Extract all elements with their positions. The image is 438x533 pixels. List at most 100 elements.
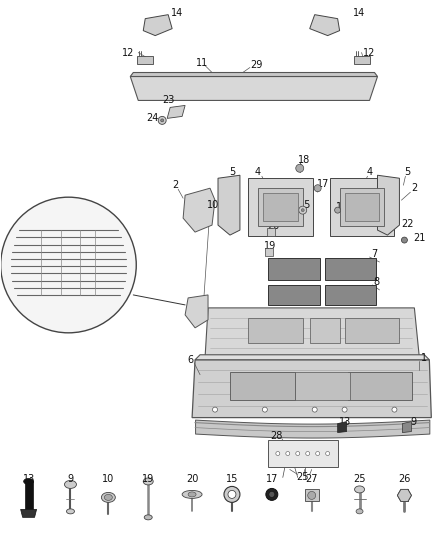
Polygon shape [25,481,32,510]
Polygon shape [195,355,429,360]
Text: 23: 23 [162,95,174,106]
Text: 10: 10 [102,474,114,484]
Text: 29: 29 [251,60,263,69]
Polygon shape [338,422,346,433]
Ellipse shape [355,486,364,493]
Text: 20: 20 [268,221,280,231]
Text: 21: 21 [413,233,426,243]
Bar [339,188,385,226]
Bar [310,318,339,343]
Circle shape [276,451,280,456]
Text: 17: 17 [265,474,278,484]
Text: 8: 8 [374,277,380,287]
Text: 17: 17 [317,179,329,189]
Text: 24: 24 [146,114,159,123]
Ellipse shape [182,490,202,498]
Circle shape [401,237,407,243]
Text: 19: 19 [142,474,154,484]
Circle shape [326,451,330,456]
Text: 25: 25 [297,472,309,482]
Circle shape [158,116,166,124]
Ellipse shape [356,509,363,514]
Text: 12: 12 [122,47,134,58]
Ellipse shape [101,492,115,503]
Circle shape [314,185,321,192]
Text: 20: 20 [186,474,198,484]
Text: 4: 4 [255,167,261,177]
Circle shape [269,491,275,497]
Polygon shape [310,15,339,36]
Ellipse shape [104,495,112,500]
Ellipse shape [308,491,316,499]
Ellipse shape [67,509,74,514]
Text: 19: 19 [264,241,276,251]
Circle shape [316,451,320,456]
Bar [268,285,320,305]
Bar [345,193,379,221]
Ellipse shape [64,480,77,488]
Text: 7: 7 [371,249,378,259]
Bar [248,178,313,236]
Bar [305,489,319,502]
Polygon shape [167,106,185,118]
Circle shape [1,197,136,333]
Text: 9: 9 [410,417,417,426]
Bar [330,178,395,236]
Ellipse shape [188,492,196,497]
Bar [295,372,350,400]
Bar [267,228,275,236]
Circle shape [224,487,240,503]
Circle shape [312,407,317,412]
Polygon shape [378,175,399,235]
Circle shape [392,407,397,412]
Text: 14: 14 [353,7,366,18]
Text: 11: 11 [196,58,208,68]
Circle shape [335,207,341,213]
Text: 18: 18 [297,155,310,165]
Bar [348,372,413,400]
Text: 26: 26 [398,474,410,484]
Polygon shape [205,308,419,358]
Polygon shape [130,77,378,100]
Text: 28: 28 [271,431,283,441]
Polygon shape [397,489,411,502]
Ellipse shape [143,478,153,485]
Text: 4: 4 [367,167,373,177]
Circle shape [393,219,399,225]
Text: 25: 25 [353,474,366,484]
Polygon shape [185,295,208,328]
Text: 15: 15 [299,200,311,210]
Text: 13: 13 [339,417,351,426]
Circle shape [228,490,236,498]
Ellipse shape [144,515,152,520]
Polygon shape [403,422,411,433]
Text: 15: 15 [226,474,238,484]
Circle shape [296,164,304,172]
Text: 5: 5 [404,167,410,177]
Ellipse shape [24,479,34,484]
Text: 16: 16 [336,202,348,212]
Polygon shape [364,188,396,232]
Text: 22: 22 [401,219,413,229]
Circle shape [161,119,164,122]
Text: 12: 12 [364,47,376,58]
Bar [230,372,295,400]
Text: 6: 6 [187,355,193,365]
Text: 13: 13 [22,474,35,484]
Ellipse shape [266,488,278,500]
Text: 5: 5 [229,167,235,177]
Text: 2: 2 [172,180,178,190]
Bar [345,318,399,343]
Polygon shape [218,175,240,235]
Bar [268,440,338,467]
Text: 1: 1 [421,353,427,363]
Text: 14: 14 [171,7,183,18]
Bar [265,248,273,256]
Polygon shape [130,72,378,77]
Polygon shape [21,510,37,518]
Bar [325,258,377,280]
Bar [325,285,377,305]
Circle shape [212,407,218,412]
Bar [268,258,320,280]
Text: 27: 27 [305,474,318,484]
